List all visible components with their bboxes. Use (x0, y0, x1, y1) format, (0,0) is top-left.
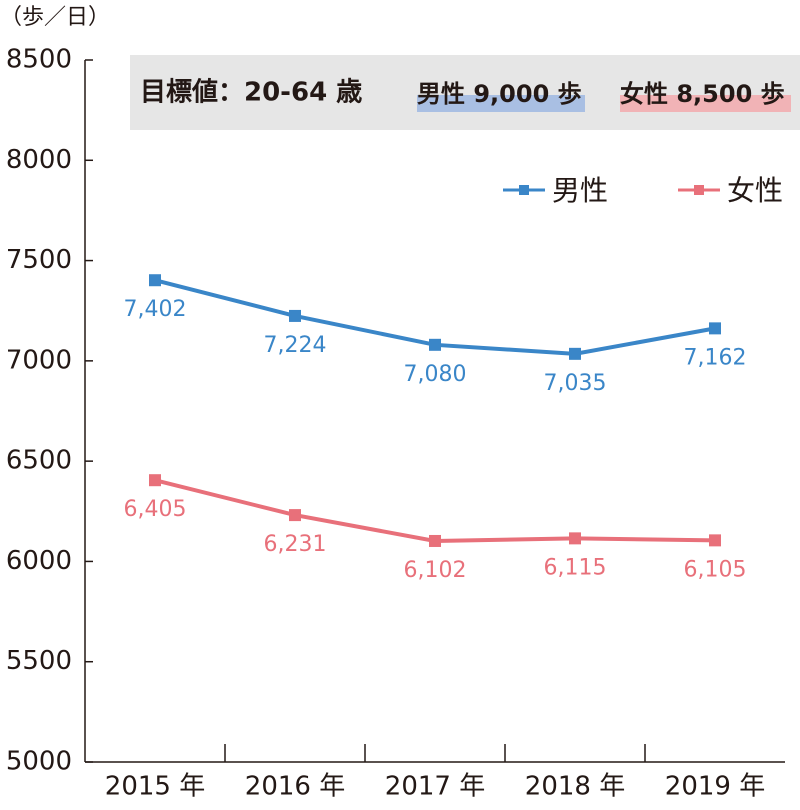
x-tick-label: 2018 年 (525, 772, 625, 802)
marker (289, 309, 301, 322)
x-tick-label: 2017 年 (385, 772, 485, 802)
y-tick-label: 8000 (6, 145, 72, 175)
value-label: 6,102 (404, 558, 467, 583)
value-label: 7,162 (684, 345, 747, 370)
annotation-female: 女性 8,500 歩 (620, 80, 785, 108)
marker (289, 509, 301, 522)
x-tick-label: 2019 年 (665, 772, 765, 802)
annotation-box (130, 55, 800, 130)
value-label: 6,115 (544, 555, 607, 580)
value-label: 6,105 (684, 557, 747, 582)
legend-marker (519, 185, 529, 195)
marker (709, 322, 721, 335)
y-axis-unit: （歩／日） (0, 5, 110, 30)
y-tick-label: 7500 (6, 245, 72, 275)
legend-marker (694, 185, 704, 195)
annotation-label: 目標値：20-64 歳 (140, 78, 362, 108)
y-tick-label: 5000 (6, 747, 72, 777)
series-line (154, 478, 716, 543)
value-label: 7,224 (264, 333, 327, 358)
marker (149, 474, 161, 487)
y-tick-label: 6000 (6, 546, 72, 576)
male-highlight (417, 95, 585, 112)
marker (569, 347, 581, 360)
marker (569, 532, 581, 545)
annotation-male: 男性 9,000 歩 (417, 80, 582, 108)
y-tick-label: 7000 (6, 345, 72, 375)
legend-label: 男性 (552, 174, 608, 207)
marker (429, 338, 441, 351)
value-label: 6,231 (264, 532, 327, 557)
marker (429, 534, 441, 547)
marker (709, 534, 721, 547)
y-tick-label: 6500 (6, 446, 72, 476)
value-label: 7,402 (124, 297, 187, 322)
y-tick-label: 8500 (6, 45, 72, 75)
x-tick-label: 2015 年 (105, 772, 205, 802)
value-label: 7,080 (404, 362, 467, 387)
legend-label: 女性 (727, 174, 783, 207)
x-tick-label: 2016 年 (245, 772, 345, 802)
value-label: 6,405 (124, 497, 187, 522)
female-highlight (620, 95, 791, 112)
y-tick-label: 5500 (6, 646, 72, 676)
marker (149, 274, 161, 287)
value-label: 7,035 (544, 371, 607, 396)
